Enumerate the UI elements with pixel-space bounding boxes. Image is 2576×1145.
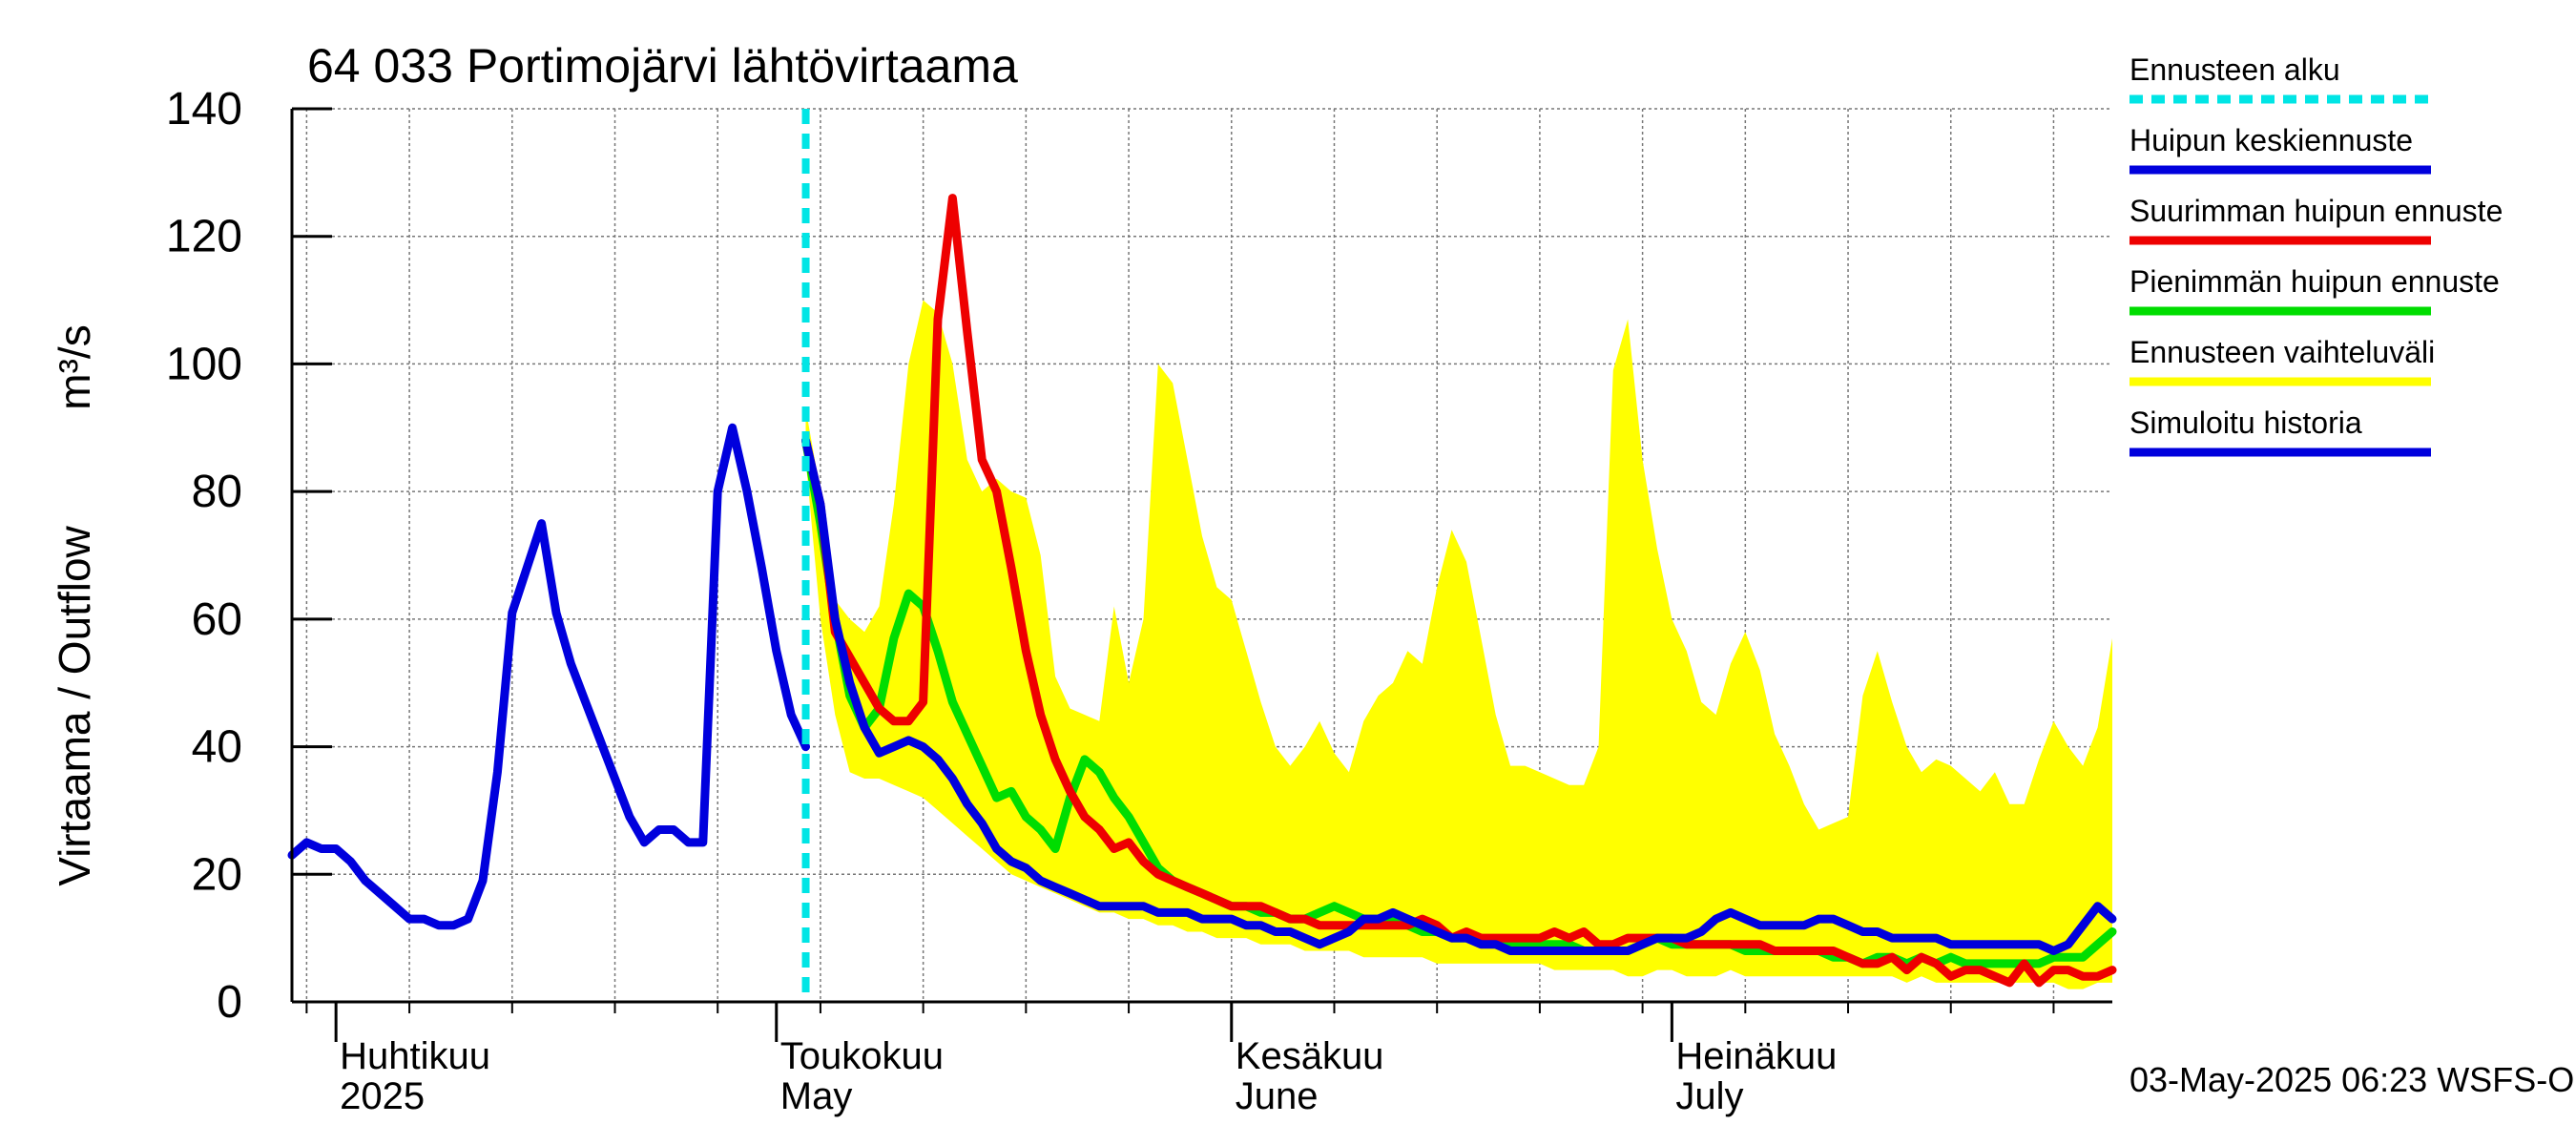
series-layer	[287, 109, 2117, 1002]
simulated-history-line	[287, 423, 810, 930]
legend-label: Ennusteen alku	[2129, 52, 2340, 87]
y-tick-label: 120	[166, 212, 242, 262]
y-axis-label: Virtaama / Outflow	[50, 525, 99, 885]
y-tick-label: 0	[217, 977, 242, 1028]
x-month-label: Huhtikuu	[340, 1035, 490, 1077]
y-axis-unit: m³/s	[50, 324, 99, 409]
legend-label: Suurimman huipun ennuste	[2129, 194, 2503, 228]
y-tick-label: 140	[166, 84, 242, 135]
y-tick-label: 40	[192, 722, 242, 773]
x-month-label: Kesäkuu	[1236, 1035, 1384, 1077]
legend: Ennusteen alku Huipun keskiennuste Suurimm…	[2129, 52, 2503, 457]
x-month-label: Toukokuu	[780, 1035, 944, 1077]
x-month-label-secondary: May	[780, 1075, 853, 1117]
mean-peak-forecast-line	[801, 436, 2117, 955]
y-tick-label: 80	[192, 467, 242, 517]
y-tick-label: 20	[192, 849, 242, 900]
legend-label: Ennusteen vaihteluväli	[2129, 335, 2435, 369]
y-tick-label: 60	[192, 594, 242, 645]
footer-timestamp: 03-May-2025 06:23 WSFS-O	[2129, 1060, 2574, 1099]
chart-title: 64 033 Portimojärvi lähtövirtaama	[307, 39, 1018, 93]
legend-label: Simuloitu historia	[2129, 406, 2362, 440]
y-tick-label: 100	[166, 339, 242, 389]
x-month-label: Heinäkuu	[1675, 1035, 1837, 1077]
legend-label: Huipun keskiennuste	[2129, 123, 2413, 157]
x-month-label-secondary: June	[1236, 1075, 1319, 1117]
legend-label: Pienimmän huipun ennuste	[2129, 264, 2500, 299]
x-month-label-secondary: 2025	[340, 1075, 425, 1117]
x-month-label-secondary: July	[1675, 1075, 1743, 1117]
